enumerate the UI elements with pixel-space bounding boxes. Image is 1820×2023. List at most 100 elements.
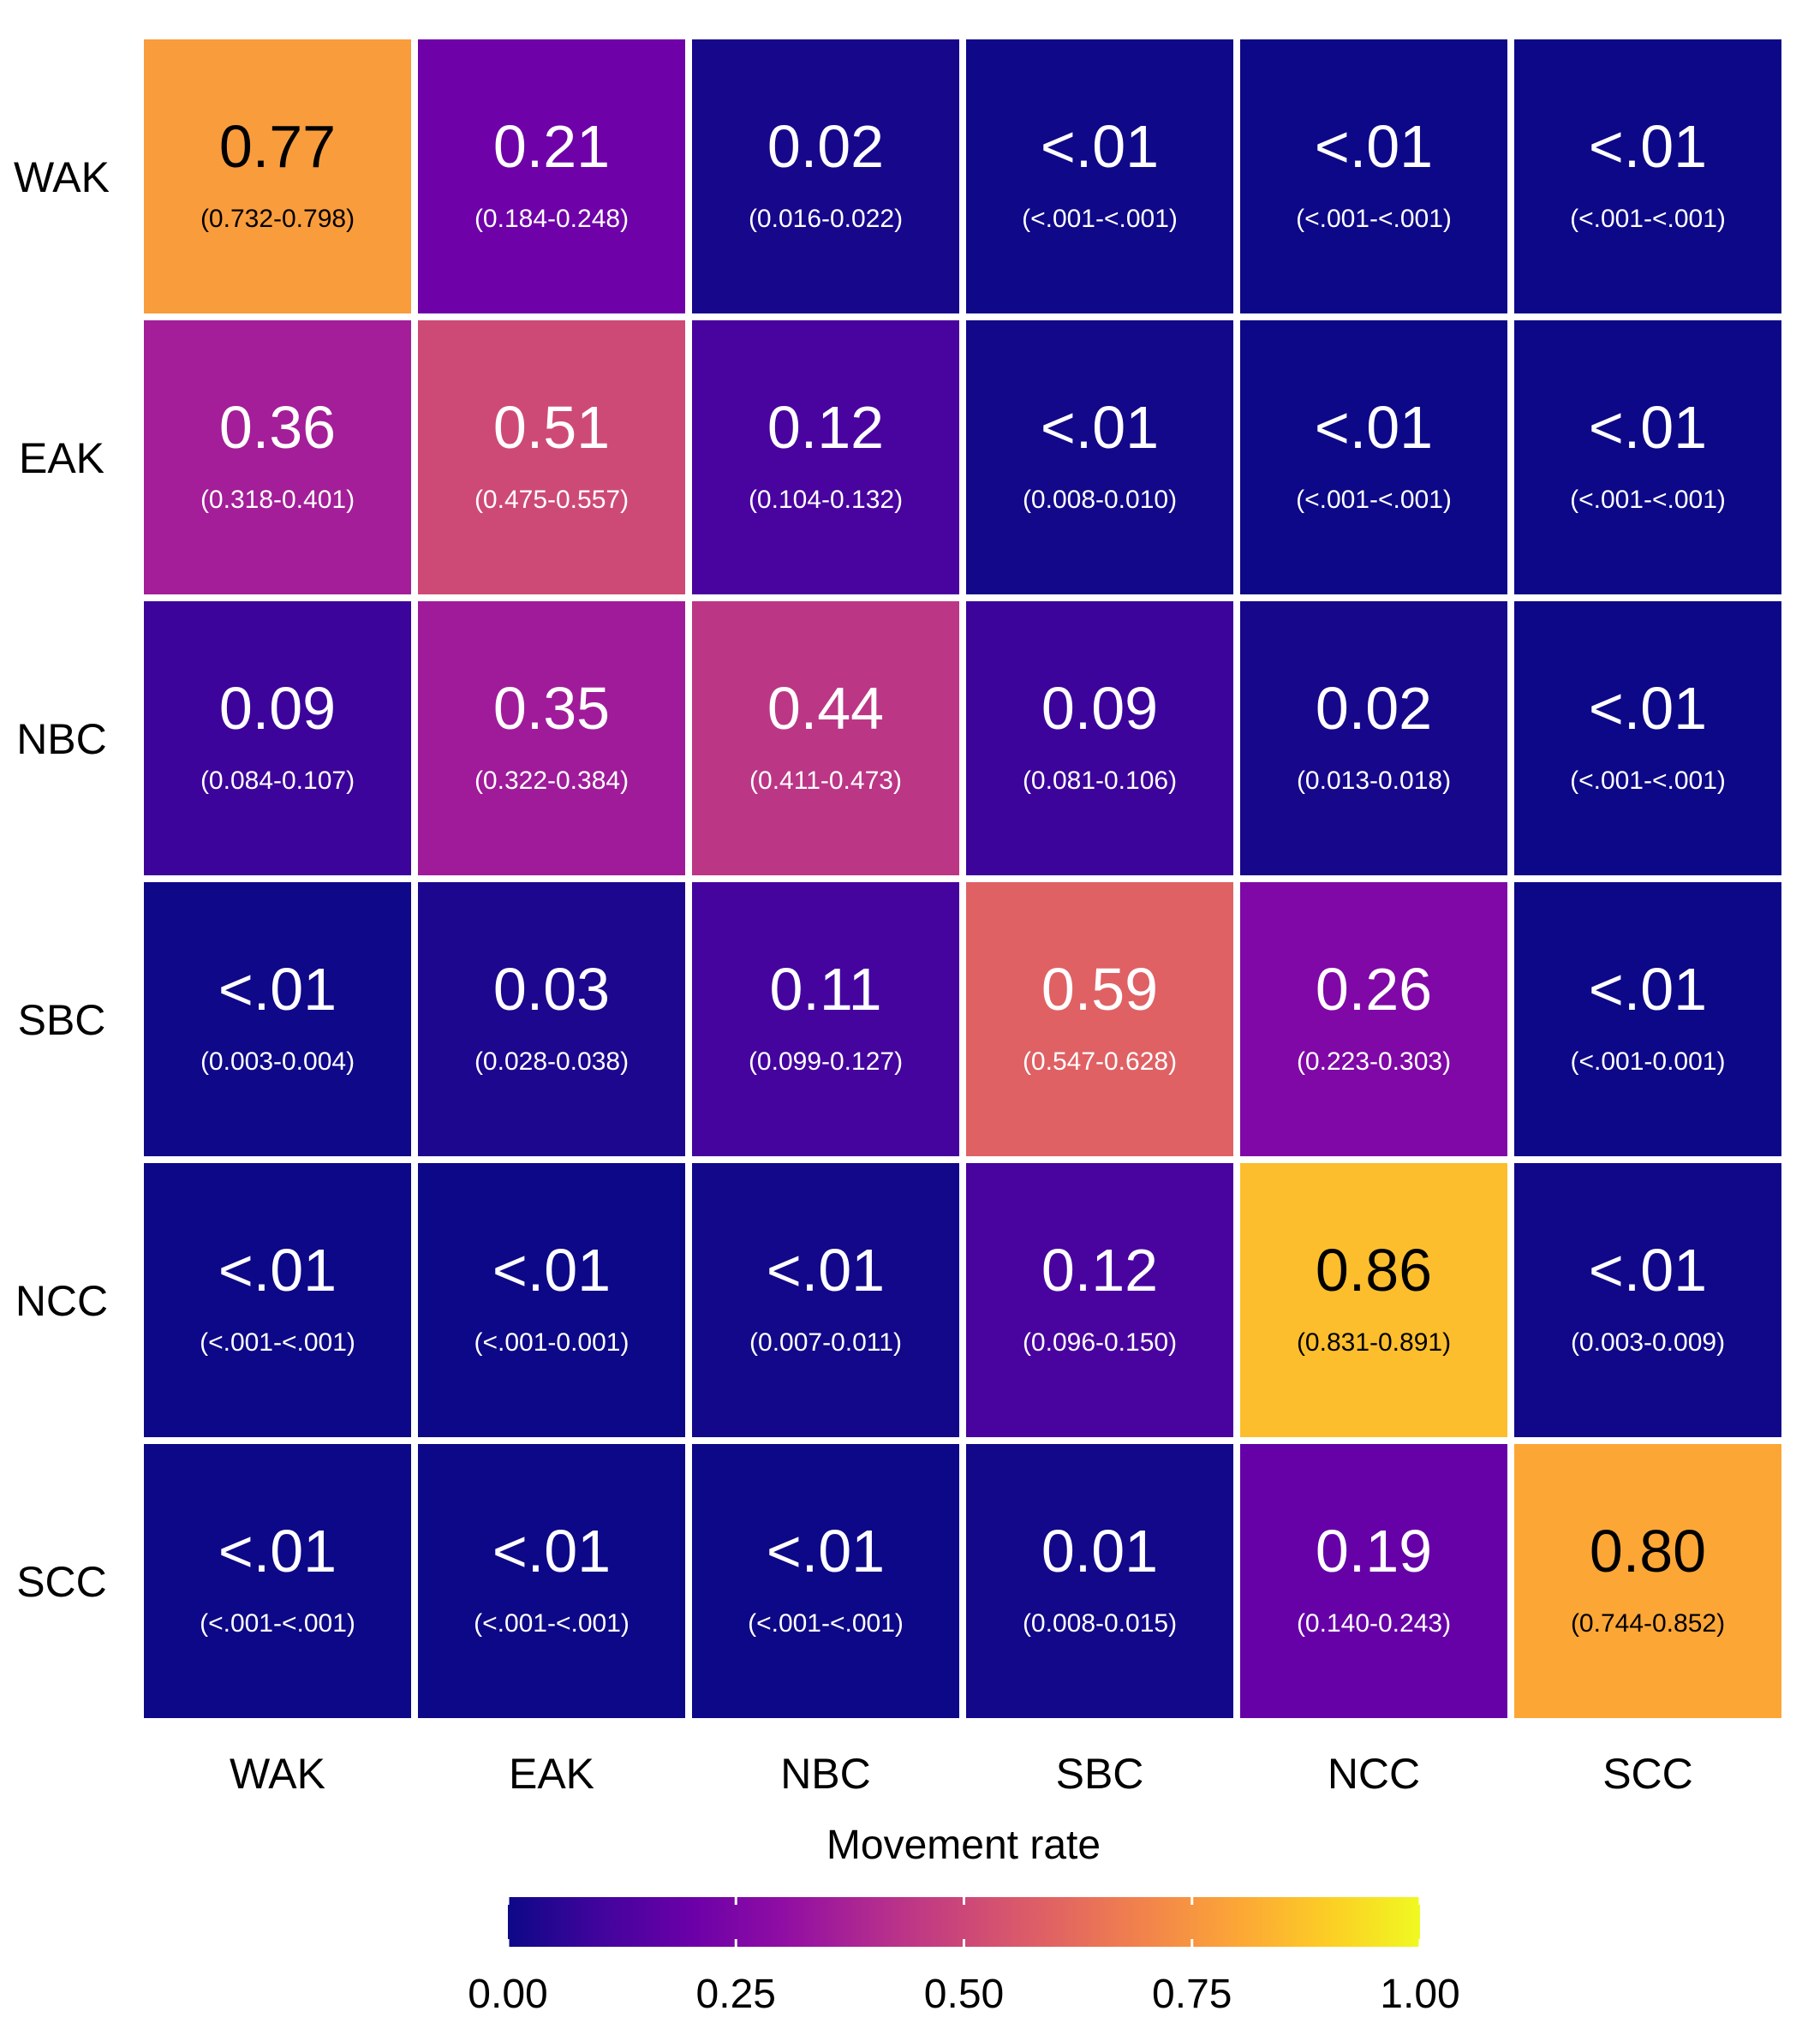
cell-interval-label: (0.184-0.248) bbox=[474, 205, 629, 233]
heatmap-cell-rect bbox=[144, 1444, 411, 1718]
heatmap-cell-rect bbox=[418, 1163, 685, 1437]
cell-value-label: <.01 bbox=[1589, 675, 1707, 742]
heatmap-cell-rect bbox=[692, 1163, 959, 1437]
row-label: NCC bbox=[15, 1277, 108, 1325]
heatmap-cell-rect bbox=[1240, 1163, 1507, 1437]
heatmap-cell-rect bbox=[144, 601, 411, 875]
column-label: SBC bbox=[1056, 1750, 1144, 1798]
cell-value-label: <.01 bbox=[767, 1518, 885, 1584]
cell-value-label: <.01 bbox=[218, 1518, 337, 1584]
heatmap-cell-rect bbox=[144, 39, 411, 313]
cell-value-label: 0.19 bbox=[1316, 1518, 1432, 1584]
cell-interval-label: (0.016-0.022) bbox=[749, 205, 903, 233]
cell-value-label: <.01 bbox=[218, 956, 337, 1023]
heatmap-cell-rect bbox=[692, 320, 959, 594]
cell-value-label: 0.36 bbox=[219, 394, 336, 461]
cell-interval-label: (<.001-<.001) bbox=[200, 1328, 355, 1357]
cell-value-label: <.01 bbox=[218, 1237, 337, 1304]
row-label: SBC bbox=[18, 996, 106, 1044]
heatmap-cell-rect bbox=[1514, 882, 1781, 1156]
heatmap-cell: <.01 (0.007-0.011) bbox=[692, 1163, 959, 1437]
row-label: NBC bbox=[16, 715, 107, 763]
heatmap-cell: 0.09 (0.084-0.107) bbox=[144, 601, 411, 875]
cell-value-label: <.01 bbox=[1589, 1237, 1707, 1304]
cell-value-label: 0.77 bbox=[219, 113, 336, 180]
cell-value-label: 0.03 bbox=[493, 956, 610, 1023]
heatmap-cell-rect bbox=[418, 320, 685, 594]
column-labels: WAK EAK NBC SBC NCC SCC bbox=[230, 1750, 1693, 1798]
heatmap-cell-rect bbox=[1240, 39, 1507, 313]
heatmap-cell-rect bbox=[144, 1163, 411, 1437]
legend-tick-label: 0.75 bbox=[1152, 1972, 1232, 2017]
heatmap-cell-rect bbox=[692, 882, 959, 1156]
row-label: SCC bbox=[16, 1558, 107, 1606]
heatmap-cell-rect bbox=[1514, 1163, 1781, 1437]
cell-value-label: 0.86 bbox=[1316, 1237, 1432, 1304]
heatmap-cell-rect bbox=[144, 320, 411, 594]
heatmap-cell: <.01 (0.003-0.004) bbox=[144, 882, 411, 1156]
legend-colorbar bbox=[508, 1897, 1420, 1947]
legend-tick-label: 0.00 bbox=[468, 1972, 547, 2017]
heatmap-cell-rect bbox=[692, 39, 959, 313]
cell-interval-label: (<.001-<.001) bbox=[748, 1609, 904, 1638]
heatmap-cell: 0.86 (0.831-0.891) bbox=[1240, 1163, 1507, 1437]
heatmap-cell-rect bbox=[966, 1163, 1233, 1437]
row-label: WAK bbox=[14, 153, 110, 201]
cell-interval-label: (0.411-0.473) bbox=[749, 767, 902, 795]
heatmap-cell-rect bbox=[1240, 320, 1507, 594]
cell-interval-label: (<.001-<.001) bbox=[1296, 486, 1452, 514]
heatmap-cell: <.01 (<.001-<.001) bbox=[144, 1444, 411, 1718]
heatmap-cell: <.01 (<.001-<.001) bbox=[1514, 320, 1781, 594]
heatmap-cell-rect bbox=[1240, 1444, 1507, 1718]
heatmap-cell-rect bbox=[418, 882, 685, 1156]
cell-value-label: 0.26 bbox=[1316, 956, 1432, 1023]
cell-interval-label: (<.001-<.001) bbox=[1570, 486, 1726, 514]
legend-tick-label: 0.50 bbox=[924, 1972, 1004, 2017]
cell-interval-label: (<.001-0.001) bbox=[1571, 1047, 1726, 1076]
cell-value-label: 0.21 bbox=[493, 113, 610, 180]
heatmap-cell-rect bbox=[144, 882, 411, 1156]
column-label: NCC bbox=[1328, 1750, 1420, 1798]
column-label: WAK bbox=[230, 1750, 325, 1798]
heatmap-cell-rect bbox=[966, 601, 1233, 875]
cell-interval-label: (0.003-0.004) bbox=[200, 1047, 355, 1076]
cell-value-label: <.01 bbox=[1589, 113, 1707, 180]
heatmap-cell-rect bbox=[692, 1444, 959, 1718]
heatmap-cell: 0.11 (0.099-0.127) bbox=[692, 882, 959, 1156]
heatmap-cell: <.01 (0.008-0.010) bbox=[966, 320, 1233, 594]
cell-interval-label: (<.001-<.001) bbox=[474, 1609, 630, 1638]
heatmap-cell: <.01 (<.001-<.001) bbox=[1514, 39, 1781, 313]
heatmap-cell: 0.01 (0.008-0.015) bbox=[966, 1444, 1233, 1718]
heatmap-cell: 0.03 (0.028-0.038) bbox=[418, 882, 685, 1156]
cell-interval-label: (<.001-<.001) bbox=[1296, 205, 1452, 233]
heatmap-cell-rect bbox=[1514, 601, 1781, 875]
cell-interval-label: (<.001-<.001) bbox=[1570, 205, 1726, 233]
cell-interval-label: (0.081-0.106) bbox=[1023, 767, 1177, 795]
legend-title: Movement rate bbox=[826, 1823, 1101, 1868]
cell-value-label: <.01 bbox=[1589, 394, 1707, 461]
legend-ticks: 0.00 0.25 0.50 0.75 1.00 bbox=[468, 1897, 1460, 2017]
cell-interval-label: (0.744-0.852) bbox=[1571, 1609, 1725, 1638]
cell-value-label: 0.12 bbox=[1041, 1237, 1158, 1304]
heatmap-cell-rect bbox=[418, 601, 685, 875]
cell-value-label: <.01 bbox=[1589, 956, 1707, 1023]
cell-interval-label: (0.547-0.628) bbox=[1023, 1047, 1177, 1076]
heatmap-cell: 0.77 (0.732-0.798) bbox=[144, 39, 411, 313]
cell-value-label: <.01 bbox=[1041, 113, 1159, 180]
heatmap-cell: <.01 (<.001-0.001) bbox=[418, 1163, 685, 1437]
heatmap-cell-rect bbox=[966, 39, 1233, 313]
heatmap-cell: 0.35 (0.322-0.384) bbox=[418, 601, 685, 875]
cell-interval-label: (<.001-0.001) bbox=[474, 1328, 630, 1357]
cell-value-label: 0.51 bbox=[493, 394, 610, 461]
heatmap-cell: <.01 (0.003-0.009) bbox=[1514, 1163, 1781, 1437]
heatmap-cell: 0.44 (0.411-0.473) bbox=[692, 601, 959, 875]
cell-value-label: <.01 bbox=[492, 1518, 611, 1584]
heatmap-cell: <.01 (<.001-<.001) bbox=[1514, 601, 1781, 875]
heatmap-cell: 0.59 (0.547-0.628) bbox=[966, 882, 1233, 1156]
heatmap-cell: 0.80 (0.744-0.852) bbox=[1514, 1444, 1781, 1718]
cell-value-label: 0.35 bbox=[493, 675, 610, 742]
cell-interval-label: (0.140-0.243) bbox=[1297, 1609, 1451, 1638]
heatmap-cell-rect bbox=[1240, 601, 1507, 875]
heatmap-cell-rect bbox=[692, 601, 959, 875]
